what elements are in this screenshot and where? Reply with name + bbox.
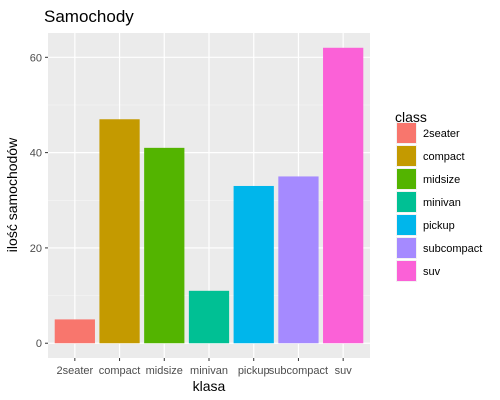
legend-label-midsize: midsize bbox=[423, 174, 460, 186]
legend-title: class bbox=[395, 109, 427, 125]
legend-swatch-subcompact bbox=[397, 238, 416, 258]
y-tick-label: 40 bbox=[30, 148, 42, 160]
legend-swatch-suv bbox=[397, 261, 416, 281]
y-tick-label: 20 bbox=[30, 243, 42, 255]
legend-label-suv: suv bbox=[423, 266, 441, 278]
legend-label-subcompact: subcompact bbox=[423, 243, 482, 255]
legend-swatch-compact bbox=[397, 146, 416, 166]
x-tick-label-pickup: pickup bbox=[238, 365, 270, 377]
y-tick-label: 0 bbox=[36, 338, 42, 350]
y-axis: 0 20 40 60 bbox=[30, 52, 48, 350]
x-tick-label-midsize: midsize bbox=[146, 365, 183, 377]
x-tick-label-minivan: minivan bbox=[190, 365, 228, 377]
x-axis: 2seater compact midsize minivan pickup subcom… bbox=[56, 358, 352, 377]
x-tick-label-2seater: 2seater bbox=[56, 365, 93, 377]
x-tick-label-suv: suv bbox=[335, 365, 353, 377]
x-tick-label-compact: compact bbox=[99, 365, 141, 377]
bar-2seater bbox=[54, 319, 95, 344]
legend-swatch-midsize bbox=[397, 169, 416, 189]
legend-swatch-2seater bbox=[397, 123, 416, 143]
chart-title: Samochody bbox=[44, 7, 134, 26]
bar-pickup bbox=[233, 185, 274, 344]
legend-swatch-minivan bbox=[397, 192, 416, 212]
y-axis-title: ilość samochodów bbox=[4, 137, 20, 252]
bar-subcompact bbox=[278, 176, 319, 344]
bar-minivan bbox=[188, 290, 230, 344]
legend-label-2seater: 2seater bbox=[423, 128, 460, 140]
legend-label-pickup: pickup bbox=[423, 220, 455, 232]
legend-label-minivan: minivan bbox=[423, 197, 461, 209]
bar-suv bbox=[323, 47, 364, 344]
x-axis-title: klasa bbox=[193, 378, 226, 394]
legend-label-compact: compact bbox=[423, 151, 465, 163]
x-tick-label-subcompact: subcompact bbox=[269, 365, 328, 377]
bars bbox=[54, 47, 364, 344]
bar-midsize bbox=[144, 147, 185, 344]
bar-compact bbox=[99, 119, 140, 344]
legend-swatch-pickup bbox=[397, 215, 416, 235]
legend: class 2seater compact midsize minivan pickup… bbox=[395, 109, 482, 282]
y-tick-label: 60 bbox=[30, 52, 42, 64]
